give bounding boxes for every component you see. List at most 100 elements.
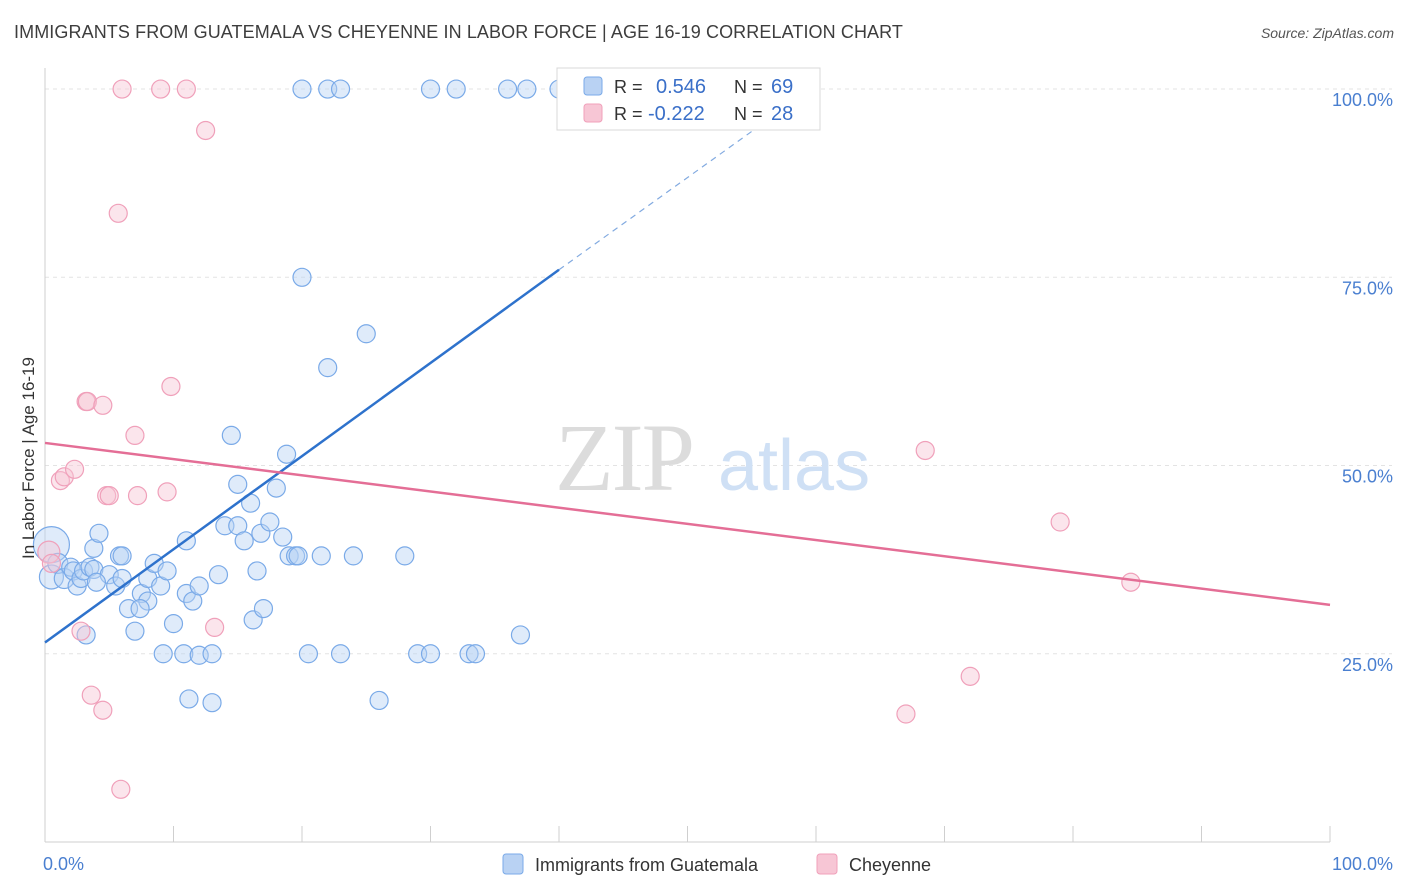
point-cheyenne-15 [71,621,91,641]
stat-n-label-guatemala: N = [734,77,763,97]
point-guatemala-49 [273,527,293,547]
point-guatemala-10 [76,625,96,645]
point-guatemala-81 [420,79,441,99]
x-tick-label-min: 0.0% [43,854,84,874]
point-guatemala-25 [130,598,150,619]
watermark-atlas: atlas [718,426,870,506]
stat-r-label-guatemala: R = [614,77,643,97]
point-cheyenne-28 [1121,572,1141,592]
point-guatemala-55 [228,474,248,494]
x-tick-label-max: 100.0% [1332,854,1393,874]
point-guatemala-37 [202,644,222,664]
point-cheyenne-13 [161,376,181,397]
y-tick-label-0: 25.0% [1342,655,1393,675]
stat-r-value-cheyenne: -0.222 [648,103,705,125]
trend-line-cheyenne [44,441,1331,607]
data-points [32,79,1141,799]
point-guatemala-13 [86,572,107,592]
point-cheyenne-12 [157,482,177,502]
legend-key-guatemala [502,853,524,875]
point-guatemala-75 [446,79,466,99]
point-guatemala-66 [420,644,441,664]
legend-swatch-guatemala [583,76,603,96]
point-guatemala-48 [266,478,286,498]
stats-legend: R = 0.546 N = 69 R = -0.222 N = 28 [556,67,821,131]
point-cheyenne-4 [64,459,85,479]
point-guatemala-67 [369,690,389,711]
point-cheyenne-22 [176,79,196,99]
point-cheyenne-7 [93,395,113,415]
trend-lines [44,84,1331,644]
point-cheyenne-3 [54,467,74,487]
point-guatemala-61 [343,546,363,566]
point-guatemala-28 [157,561,177,581]
legend-label-cheyenne: Cheyenne [849,855,931,875]
point-guatemala-71 [202,693,222,713]
legend-swatch-cheyenne [583,103,603,123]
point-guatemala-34 [153,644,173,664]
point-guatemala-72 [292,79,312,99]
stat-r-value-guatemala: 0.546 [656,76,706,98]
point-guatemala-19 [112,546,132,566]
point-guatemala-29 [163,614,184,634]
watermark-zip: ZIP [555,404,693,511]
point-guatemala-33 [189,576,209,596]
point-guatemala-76 [498,79,518,99]
axes [44,68,1331,843]
point-guatemala-52 [288,546,308,566]
point-cheyenne-2 [50,470,71,491]
point-cheyenne-0 [37,540,61,564]
point-cheyenne-23 [196,120,216,141]
point-cheyenne-14 [205,617,225,638]
trend-line-guatemala [44,268,560,644]
stat-n-value-guatemala: 69 [771,76,793,98]
y-tick-label-2: 75.0% [1342,278,1393,298]
point-guatemala-53 [276,444,297,464]
point-cheyenne-27 [896,704,916,724]
y-tick-label-3: 100.0% [1332,90,1393,110]
point-guatemala-69 [510,625,531,645]
grid-lines [45,88,1392,655]
point-cheyenne-1 [41,553,62,574]
source-credit: Source: ZipAtlas.com [1260,25,1394,41]
point-cheyenne-25 [960,666,980,686]
point-guatemala-60 [330,644,351,664]
point-cheyenne-10 [125,425,145,446]
point-cheyenne-20 [112,79,132,99]
tick-labels: 25.0% 50.0% 75.0% 100.0% 0.0% 100.0% [43,90,1393,874]
point-guatemala-43 [247,561,267,581]
stat-n-label-cheyenne: N = [734,104,763,124]
point-guatemala-54 [221,425,241,446]
legend-label-guatemala: Immigrants from Guatemala [535,855,759,875]
point-guatemala-68 [465,644,486,664]
point-guatemala-59 [298,644,319,664]
point-guatemala-47 [253,598,274,619]
trend-line-guatemala-extension [558,84,817,271]
point-cheyenne-6 [77,391,98,412]
y-axis-title: In Labor Force | Age 16-19 [19,357,38,559]
stat-n-value-cheyenne: 28 [771,103,793,125]
point-guatemala-57 [318,358,338,378]
chart-title: IMMIGRANTS FROM GUATEMALA VS CHEYENNE IN… [14,22,904,42]
point-cheyenne-21 [151,79,171,99]
point-guatemala-46 [260,512,280,532]
legend-key-cheyenne [816,853,838,875]
point-guatemala-35 [174,644,194,664]
stat-r-label-cheyenne: R = [614,104,643,124]
point-guatemala-70 [179,689,199,709]
point-guatemala-65 [459,644,479,664]
point-guatemala-14 [84,538,104,558]
watermark: ZIP atlas [555,404,870,511]
point-guatemala-63 [395,546,415,566]
point-cheyenne-11 [127,486,148,506]
point-cheyenne-26 [1050,512,1070,532]
point-cheyenne-17 [93,700,113,720]
point-cheyenne-18 [111,779,131,799]
point-cheyenne-24 [915,440,935,461]
point-guatemala-77 [517,79,537,99]
y-tick-label-1: 50.0% [1342,467,1393,487]
series-legend: Immigrants from Guatemala Cheyenne [502,853,931,875]
point-guatemala-41 [234,531,254,551]
point-cheyenne-19 [108,203,128,223]
